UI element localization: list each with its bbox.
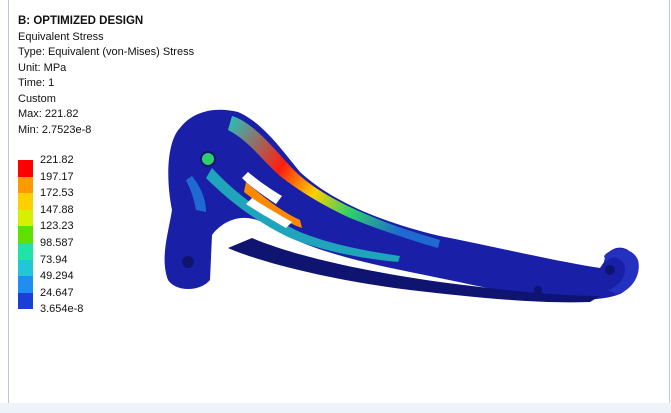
pin-hole [200,151,216,167]
legend-label: 49.294 [40,270,74,283]
cutout [246,198,292,228]
result-line: Time: 1 [18,77,55,89]
result-line: Equivalent Stress [18,30,104,43]
result-title: B: OPTIMIZED DESIGN [18,15,144,27]
stress-band-upper [228,116,440,248]
legend-swatch [18,193,33,210]
result-line: Min: 2.7523e-8 [18,123,92,136]
legend-swatch [18,292,33,310]
stress-band-inner [244,182,302,228]
result-line: Custom [18,92,56,105]
legend-label: 197.17 [40,170,74,183]
result-info-panel: B: OPTIMIZED DESIGN Equivalent Stress Ty… [18,14,194,138]
legend-swatch [18,209,33,227]
cutout [242,172,282,204]
legend-label: 24.647 [40,286,74,299]
end-boss [604,248,639,294]
legend-swatch [18,226,33,243]
legend-label: 147.88 [40,203,74,216]
legend-swatch [18,242,33,260]
pin-hole [605,265,615,275]
cutout [186,176,206,212]
legend-label: 3.654e-8 [40,303,84,316]
pin-hole [534,286,542,294]
legend-label: 172.53 [40,187,74,200]
legend-label: 73.94 [40,253,68,266]
part-shadow [228,238,600,303]
result-line: Max: 221.82 [18,108,79,120]
viewport-bottom-strip [0,403,671,413]
legend-swatch [18,259,33,277]
legend-label: 98.587 [40,236,74,249]
result-line: Type: Equivalent (von-Mises) Stress [18,46,195,58]
part-body [164,109,635,300]
legend-swatch [18,176,33,194]
legend-label: 221.82 [40,154,74,166]
pin-hole [182,256,194,268]
result-line: Unit: MPa [18,61,67,74]
legend-swatch [18,160,33,177]
legend-swatch [18,276,33,293]
legend-label: 123.23 [40,220,74,233]
